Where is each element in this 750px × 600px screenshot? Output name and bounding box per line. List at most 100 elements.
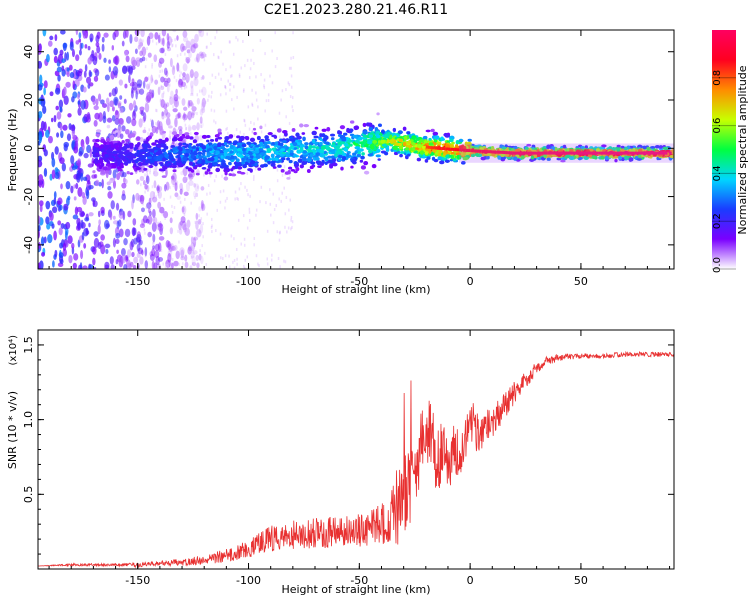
spectrogram-cell	[145, 206, 148, 210]
spectrogram-cell	[215, 167, 221, 173]
spectrogram-cell	[80, 42, 84, 49]
spectrogram-cell	[204, 53, 206, 57]
spectrogram-cell	[146, 91, 152, 102]
spectrogram-cell	[159, 99, 162, 103]
spectrogram-cell	[175, 140, 178, 144]
colorbar-tick-label: 0.0	[712, 257, 723, 273]
spectrogram-cell	[264, 123, 267, 127]
spectrogram-cell	[104, 219, 110, 230]
spectrogram-cell	[392, 127, 397, 132]
spectrogram-cell	[195, 147, 200, 152]
spectrogram-cell	[291, 96, 294, 100]
spectrogram-cell	[127, 210, 132, 218]
spectrogram-cell	[217, 142, 222, 148]
spectrogram-cell	[134, 152, 140, 156]
spectrogram-cell	[219, 93, 222, 97]
spectrogram-cell	[376, 112, 380, 116]
spectrogram-cell	[233, 85, 235, 89]
spectrogram-cell	[230, 155, 235, 160]
spectrogram-cell	[470, 153, 476, 158]
spectrogram-cell	[289, 149, 294, 154]
spectrogram-cell	[160, 249, 163, 253]
spectrogram-cell	[82, 30, 87, 39]
spectrogram-cell	[236, 95, 238, 99]
spectrogram-cell	[281, 139, 288, 144]
spectrogram-cell	[68, 64, 73, 71]
spectrogram-cell	[200, 223, 204, 234]
spectrogram-cell	[231, 98, 233, 102]
spectrogram-cell	[142, 143, 149, 149]
spectrogram-cell	[242, 39, 244, 43]
spectrogram-cell	[282, 129, 288, 134]
spectrogram-cell	[145, 83, 150, 90]
spectrogram-cell	[197, 218, 202, 225]
spectrogram-cell	[432, 131, 439, 136]
spectrogram-cell	[368, 134, 374, 138]
spectrogram-cell	[129, 145, 134, 149]
spectrogram-cell	[329, 133, 336, 137]
spectrogram-cell	[108, 92, 112, 97]
spectrogram-cell	[95, 133, 100, 137]
spectrogram-cell	[73, 184, 76, 189]
spectrogram-cell	[184, 261, 189, 269]
spectrogram-cell	[233, 237, 235, 241]
spectrogram-cell	[58, 204, 63, 211]
spectrogram-cell	[111, 106, 115, 112]
snr-y-label: SNR (10 * v/v)	[6, 391, 19, 469]
spectrogram-cell	[419, 139, 424, 143]
spectrogram-cell	[77, 107, 82, 116]
spectrogram-cell	[115, 109, 119, 116]
spectrogram-cell	[186, 176, 189, 180]
spectrogram-cell	[195, 172, 200, 176]
spectrogram-cell	[210, 108, 213, 112]
spectrogram-cell	[272, 192, 275, 196]
spectrogram-cell	[97, 224, 101, 235]
spectrogram-cell	[194, 183, 200, 192]
spectrogram-cell	[93, 75, 99, 82]
spectrogram-cell	[259, 200, 261, 204]
spectrogram-cell	[114, 98, 118, 106]
spectrogram-cell	[166, 33, 170, 42]
spectrogram-cell	[109, 211, 113, 221]
spectrogram-cell	[267, 93, 270, 97]
spectrogram-cell	[206, 139, 210, 143]
spectrogram-cell	[246, 188, 248, 192]
spectrogram-cell	[198, 206, 202, 212]
spectrogram-cell	[207, 183, 210, 187]
spectrogram-cell	[276, 168, 279, 172]
spectrogram-cell	[175, 88, 178, 95]
spectrogram-cell	[78, 151, 83, 157]
spectrogram-cell	[235, 247, 238, 251]
spectrogram-cell	[248, 210, 251, 214]
spectrogram-cell	[61, 162, 66, 172]
spectrogram-cell	[106, 137, 110, 143]
spectrogram-cell	[264, 52, 266, 56]
spectrogram-cell	[244, 64, 246, 68]
spectrogram-cell	[254, 162, 258, 167]
spectrogram-cell	[147, 132, 149, 136]
spectrogram-cell	[458, 138, 464, 143]
spectrogram-cell	[233, 133, 236, 137]
spectrogram-cell	[430, 128, 435, 133]
spectrogram-cell	[199, 230, 201, 234]
spectrogram-cell	[78, 49, 82, 56]
spectrogram-cell	[43, 149, 48, 157]
spectrogram-cell	[191, 262, 194, 266]
spectrogram-cell	[239, 130, 242, 134]
spectrogram-cell	[264, 135, 269, 140]
spectrogram-cell	[280, 148, 286, 152]
spectrogram-cell	[166, 83, 170, 93]
spectrogram-cell	[71, 242, 75, 249]
spectrogram-cell	[172, 169, 177, 173]
spectrogram-cell	[182, 142, 187, 146]
spectrogram-cell	[198, 253, 202, 261]
spectrogram-cell	[162, 130, 166, 134]
spectrogram-cell	[74, 140, 79, 150]
spectrogram-cell	[115, 238, 120, 244]
spectrogram-cell	[190, 80, 194, 89]
colorbar: 0.0 0.2 0.4 0.6 0.8 Normalized spectral ampl…	[712, 30, 749, 273]
spectrogram-cell	[428, 137, 432, 141]
spectrogram-cell	[201, 201, 204, 212]
spectrogram-cell	[142, 39, 144, 43]
